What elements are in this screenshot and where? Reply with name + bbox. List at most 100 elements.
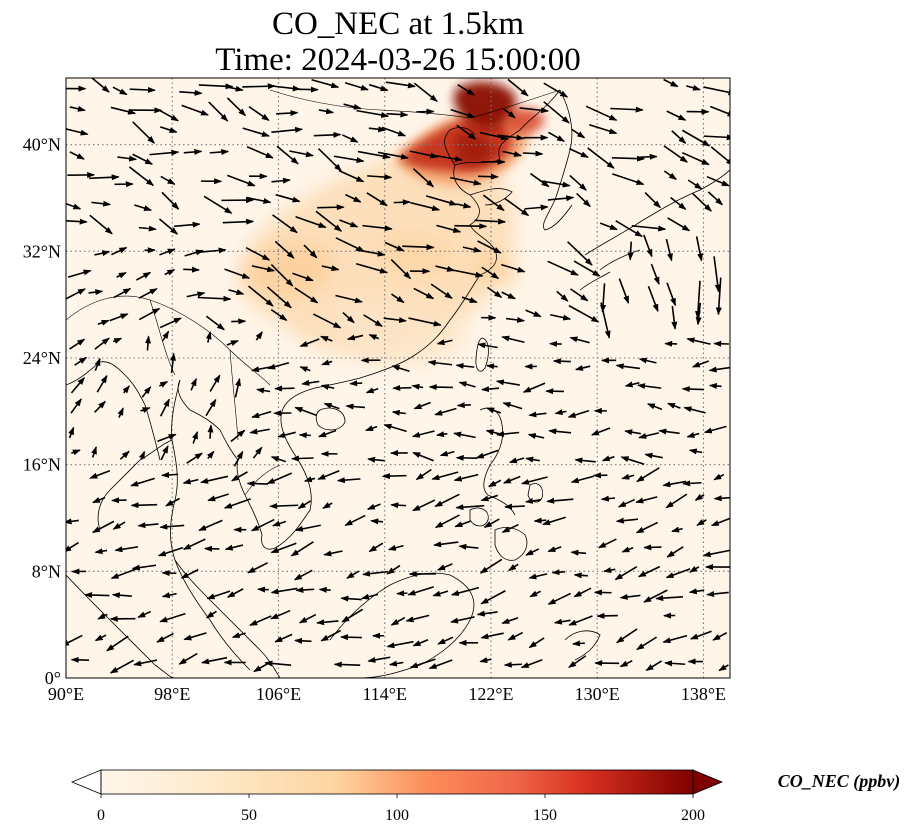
wind-arrow	[84, 592, 110, 599]
wind-arrow	[570, 475, 595, 484]
wind-arrow	[223, 498, 251, 509]
wind-arrow	[88, 174, 120, 181]
wind-arrow	[405, 614, 430, 623]
wind-arrow	[66, 634, 83, 647]
wind-arrow	[666, 282, 677, 307]
wind-arrow	[525, 309, 542, 318]
wind-arrow	[506, 316, 526, 323]
wind-arrow	[695, 280, 702, 320]
wind-arrow	[695, 302, 702, 326]
wind-arrow	[574, 457, 596, 464]
wind-arrow	[274, 240, 295, 259]
wind-arrow	[316, 619, 339, 626]
wind-arrow	[248, 106, 270, 121]
wind-arrow	[135, 271, 152, 281]
wind-arrow	[320, 629, 342, 642]
wind-arrow	[349, 380, 363, 387]
wind-arrow	[226, 588, 244, 598]
wind-arrow	[462, 246, 482, 253]
wind-arrow	[411, 383, 424, 390]
wind-arrow	[529, 172, 550, 188]
wind-arrow	[689, 565, 700, 573]
wind-arrow	[344, 82, 369, 91]
wind-arrow	[91, 446, 97, 458]
wind-arrow	[455, 362, 475, 369]
wind-arrow	[322, 502, 333, 509]
wind-arrow	[111, 246, 128, 256]
wind-arrow	[317, 148, 342, 172]
wind-arrow	[696, 519, 707, 526]
wind-arrow	[345, 193, 362, 203]
wind-arrow	[225, 85, 244, 92]
wind-arrow	[664, 660, 686, 667]
wind-arrow	[589, 123, 618, 135]
wind-arrow	[230, 429, 246, 443]
wind-arrow	[207, 424, 214, 439]
wind-arrow	[66, 218, 88, 225]
wind-arrow	[712, 632, 728, 641]
wind-arrow	[636, 636, 658, 651]
wind-arrow	[521, 476, 548, 485]
wind-arrow	[339, 634, 362, 641]
wind-arrow	[507, 78, 529, 97]
wind-arrow	[665, 238, 673, 262]
wind-arrow	[344, 514, 366, 527]
wind-arrow	[390, 502, 407, 509]
wind-arrow	[183, 632, 207, 641]
wind-arrow	[643, 544, 662, 551]
wind-arrow	[683, 406, 706, 414]
wind-arrow	[271, 177, 291, 184]
wind-arrow	[180, 568, 199, 579]
wind-arrow	[706, 590, 729, 597]
wind-arrow	[596, 612, 618, 619]
wind-arrow	[361, 593, 379, 600]
wind-arrow	[270, 587, 298, 595]
wind-arrow	[203, 195, 233, 214]
wind-arrow	[388, 660, 404, 667]
wind-arrow	[112, 521, 126, 530]
wind-arrow	[487, 479, 502, 488]
wind-arrow	[318, 586, 331, 593]
wind-arrow	[547, 592, 572, 605]
wind-arrow	[140, 407, 151, 413]
wind-arrow	[209, 374, 221, 392]
wind-arrow	[520, 659, 543, 669]
wind-arrow	[384, 241, 405, 252]
wind-arrow	[141, 386, 152, 398]
wind-arrow	[270, 609, 291, 620]
wind-arrow	[556, 290, 569, 302]
wind-arrow	[303, 476, 316, 483]
wind-arrow	[346, 570, 360, 579]
wind-arrow	[390, 616, 406, 626]
wind-arrow	[356, 109, 390, 118]
wind-arrow	[246, 145, 274, 159]
lat-tick-label: 0°	[45, 668, 61, 688]
wind-arrow	[689, 630, 712, 640]
wind-arrow	[529, 590, 541, 598]
wind-arrow	[502, 402, 523, 410]
wind-arrow	[436, 224, 462, 233]
wind-arrow	[533, 517, 547, 524]
wind-arrow	[638, 357, 657, 364]
wind-arrow	[671, 526, 683, 533]
wind-arrow	[157, 108, 179, 122]
wind-arrow	[94, 250, 111, 257]
wind-arrow	[496, 431, 520, 437]
wind-arrow	[198, 519, 223, 532]
wind-arrow	[299, 338, 320, 348]
wind-arrow	[245, 246, 271, 261]
wind-arrow	[333, 155, 365, 164]
wind-arrow	[646, 403, 663, 411]
wind-arrow	[456, 124, 477, 140]
wind-arrow	[671, 130, 687, 144]
wind-arrow	[409, 658, 436, 669]
wind-arrow	[479, 657, 492, 664]
wind-arrow	[246, 480, 269, 487]
wind-arrow	[66, 202, 82, 210]
wind-arrow	[96, 374, 108, 393]
wind-arrow	[277, 431, 296, 438]
wind-arrow	[601, 455, 615, 462]
wind-arrow	[137, 522, 159, 529]
wind-arrow	[413, 82, 438, 102]
wind-arrow	[610, 106, 644, 113]
